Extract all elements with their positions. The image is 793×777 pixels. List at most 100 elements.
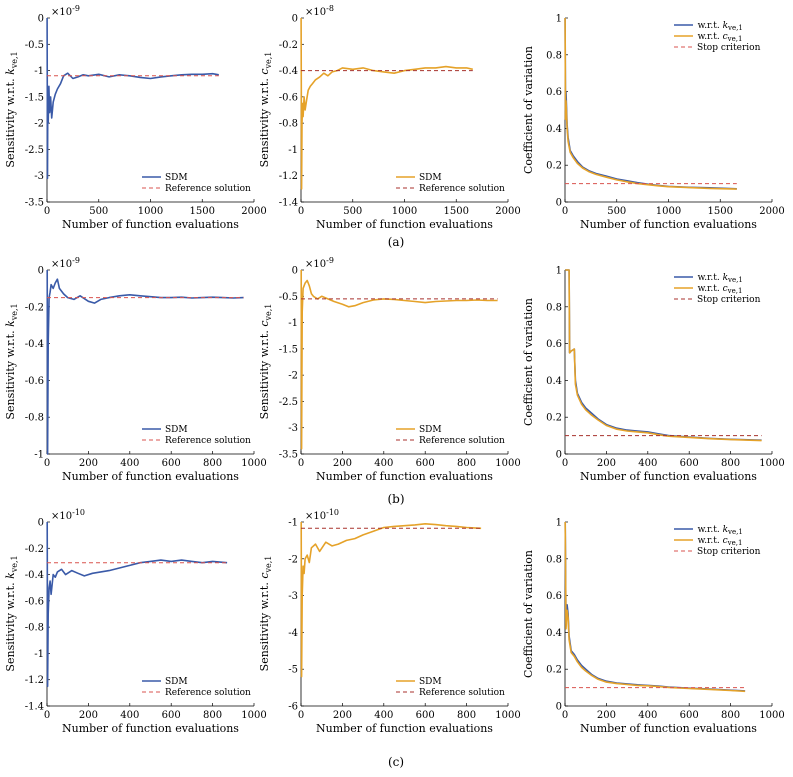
y-axis-label-sub: ve,1 xyxy=(264,304,273,322)
exponent-power: -9 xyxy=(72,4,80,13)
legend-entry-text: w.r.t. xyxy=(698,32,723,42)
x-tick-label: 200 xyxy=(79,458,98,469)
chart-c1: 0 200 400 600 800 1000 0 -0.2 -0.4 -0.6 -0.8 -1 -1.2… xyxy=(4,508,267,735)
series-line-1 xyxy=(564,17,737,190)
y-axis-label-text: Sensitivity w.r.t. xyxy=(258,75,271,168)
legend-entry-var: k xyxy=(723,525,728,535)
y-axis-label: Sensitivity w.r.t. k_ve,1Sensitivity w.r… xyxy=(4,303,19,420)
y-tick-label: -2 xyxy=(288,371,298,382)
exponent-base: ×10 xyxy=(51,259,72,270)
y-tick-label: 0.4 xyxy=(546,376,562,387)
exponent-power: -10 xyxy=(326,508,339,517)
legend-box xyxy=(671,524,769,561)
exponent-power: -8 xyxy=(326,4,334,13)
chart-b1: 0 200 400 600 800 1000 0 -0.2 -0.4 -0.6 -0.8 -1 ×10-… xyxy=(4,256,267,483)
y-tick-label: -1 xyxy=(34,649,44,660)
legend-entry-text: w.r.t. xyxy=(698,525,723,535)
y-axis-label-var: k xyxy=(4,68,17,75)
x-axis-label: Number of function evaluations xyxy=(580,218,757,231)
y-axis-label: Coefficient of variation xyxy=(522,46,535,174)
y-tick-label: 0.2 xyxy=(546,413,562,424)
y-tick-label: -3 xyxy=(34,171,44,182)
exponent-power: -9 xyxy=(326,256,334,265)
y-tick-label: -1.4 xyxy=(279,198,298,209)
legend-entry-0: SDM xyxy=(165,173,188,183)
x-axis-label: Number of function evaluations xyxy=(580,722,757,735)
x-tick-label: 600 xyxy=(162,458,181,469)
chart-a3: 0 500 1000 1500 2000 0 0.2 0.4 0.6 0.8 1 Number of … xyxy=(522,14,785,232)
legend-entry-0: w.r.t. k_ve,1w.r.t. kve,1 xyxy=(697,273,743,284)
y-tick-label: -3.5 xyxy=(25,198,44,209)
legend-entry-var: k xyxy=(723,21,728,31)
y-axis-label-sub: ve,1 xyxy=(264,52,273,70)
legend-entry-0: w.r.t. k_ve,1w.r.t. kve,1 xyxy=(697,525,743,536)
x-tick-label: 400 xyxy=(638,458,657,469)
y-tick-label: 0.4 xyxy=(546,628,562,639)
x-tick-label: 1500 xyxy=(444,206,469,217)
legend-entry-text: w.r.t. xyxy=(698,284,723,294)
x-tick-label: 1000 xyxy=(495,710,520,721)
x-tick-label: 1000 xyxy=(656,206,681,217)
series-line-0 xyxy=(46,521,228,688)
y-tick-label: -0.2 xyxy=(279,40,298,51)
legend-entry-1: w.r.t. c_ve,1w.r.t. cve,1 xyxy=(697,32,742,43)
y-tick-label: 0 xyxy=(556,198,562,209)
legend-entry-sub: ve,1 xyxy=(727,528,743,536)
x-tick-label: 1000 xyxy=(759,710,784,721)
axis-exponent: ×10-10 xyxy=(51,508,85,522)
x-tick-label: 800 xyxy=(203,710,222,721)
x-tick-label: 600 xyxy=(162,710,181,721)
legend-box xyxy=(671,272,769,309)
y-tick-label: -3 xyxy=(288,423,298,434)
legend-entry-var: c xyxy=(723,284,728,294)
y-tick-label: -0.8 xyxy=(25,623,44,634)
y-axis-label-var: k xyxy=(4,572,17,579)
chart-c2: 0 200 400 600 800 1000 -1 -2 -3 -4 -5 -6 ×10-10 Numbe… xyxy=(258,508,521,735)
x-tick-label: 400 xyxy=(120,458,139,469)
x-tick-label: 1500 xyxy=(708,206,733,217)
x-tick-label: 200 xyxy=(333,710,352,721)
y-tick-label: -3.5 xyxy=(279,450,298,461)
y-tick-label: -0.2 xyxy=(25,544,44,555)
y-tick-label: -1 xyxy=(288,145,298,156)
legend-entry-0: SDM xyxy=(165,677,188,687)
x-tick-label: 0 xyxy=(298,206,304,217)
y-tick-label: -1.5 xyxy=(279,344,298,355)
x-tick-label: 0 xyxy=(298,710,304,721)
row-label-0: (a) xyxy=(388,235,405,249)
y-tick-label: -1.5 xyxy=(25,92,44,103)
y-tick-label: 1 xyxy=(556,266,562,277)
legend-entry-sub: ve,1 xyxy=(727,35,743,43)
x-tick-label: 500 xyxy=(343,206,362,217)
y-tick-label: 0 xyxy=(38,14,44,25)
y-axis-label-text: Sensitivity w.r.t. xyxy=(258,327,271,420)
x-tick-label: 600 xyxy=(416,710,435,721)
x-axis-label: Number of function evaluations xyxy=(62,722,239,735)
y-tick-label: -1.2 xyxy=(279,171,298,182)
legend-entry-sub: ve,1 xyxy=(727,24,743,32)
y-tick-label: 0.2 xyxy=(546,161,562,172)
legend-entry-2: Stop criterion xyxy=(697,295,761,305)
y-axis-label-text: Sensitivity w.r.t. xyxy=(4,75,17,168)
series-line-1 xyxy=(565,269,762,442)
y-tick-label: -2 xyxy=(34,119,44,130)
legend-entry-sub: ve,1 xyxy=(727,287,743,295)
legend-box xyxy=(671,20,769,57)
exponent-base: ×10 xyxy=(305,259,326,270)
legend-entry-2: Stop criterion xyxy=(697,547,761,557)
series-line-0 xyxy=(300,521,482,678)
y-tick-label: -1 xyxy=(34,66,44,77)
row-label-1: (b) xyxy=(387,492,404,506)
series-line-1 xyxy=(564,521,746,693)
legend-entry-var: k xyxy=(723,273,728,283)
y-axis-label-text: Sensitivity w.r.t. xyxy=(4,327,17,420)
y-axis-label: Sensitivity w.r.t. k_ve,1Sensitivity w.r… xyxy=(4,51,19,168)
x-tick-label: 0 xyxy=(44,458,50,469)
x-tick-label: 1000 xyxy=(241,458,266,469)
x-tick-label: 200 xyxy=(79,710,98,721)
x-tick-label: 600 xyxy=(680,710,699,721)
legend-entry-1: w.r.t. c_ve,1w.r.t. cve,1 xyxy=(697,284,742,295)
